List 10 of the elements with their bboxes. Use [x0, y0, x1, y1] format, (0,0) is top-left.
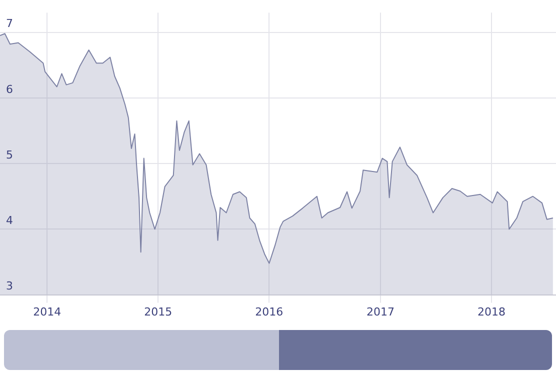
y-tick-label: 3 — [6, 280, 13, 293]
y-tick-label: 6 — [6, 82, 13, 96]
x-tick-label: 2018 — [478, 305, 506, 318]
x-tick-label: 2016 — [255, 305, 284, 318]
y-tick-label: 7 — [6, 17, 13, 30]
y-tick-label: 4 — [6, 214, 13, 228]
y-tick-label: 5 — [6, 148, 13, 162]
x-tick-label: 2014 — [33, 305, 62, 318]
x-tick-label: 2015 — [144, 305, 172, 318]
x-tick-label: 2017 — [366, 305, 394, 318]
